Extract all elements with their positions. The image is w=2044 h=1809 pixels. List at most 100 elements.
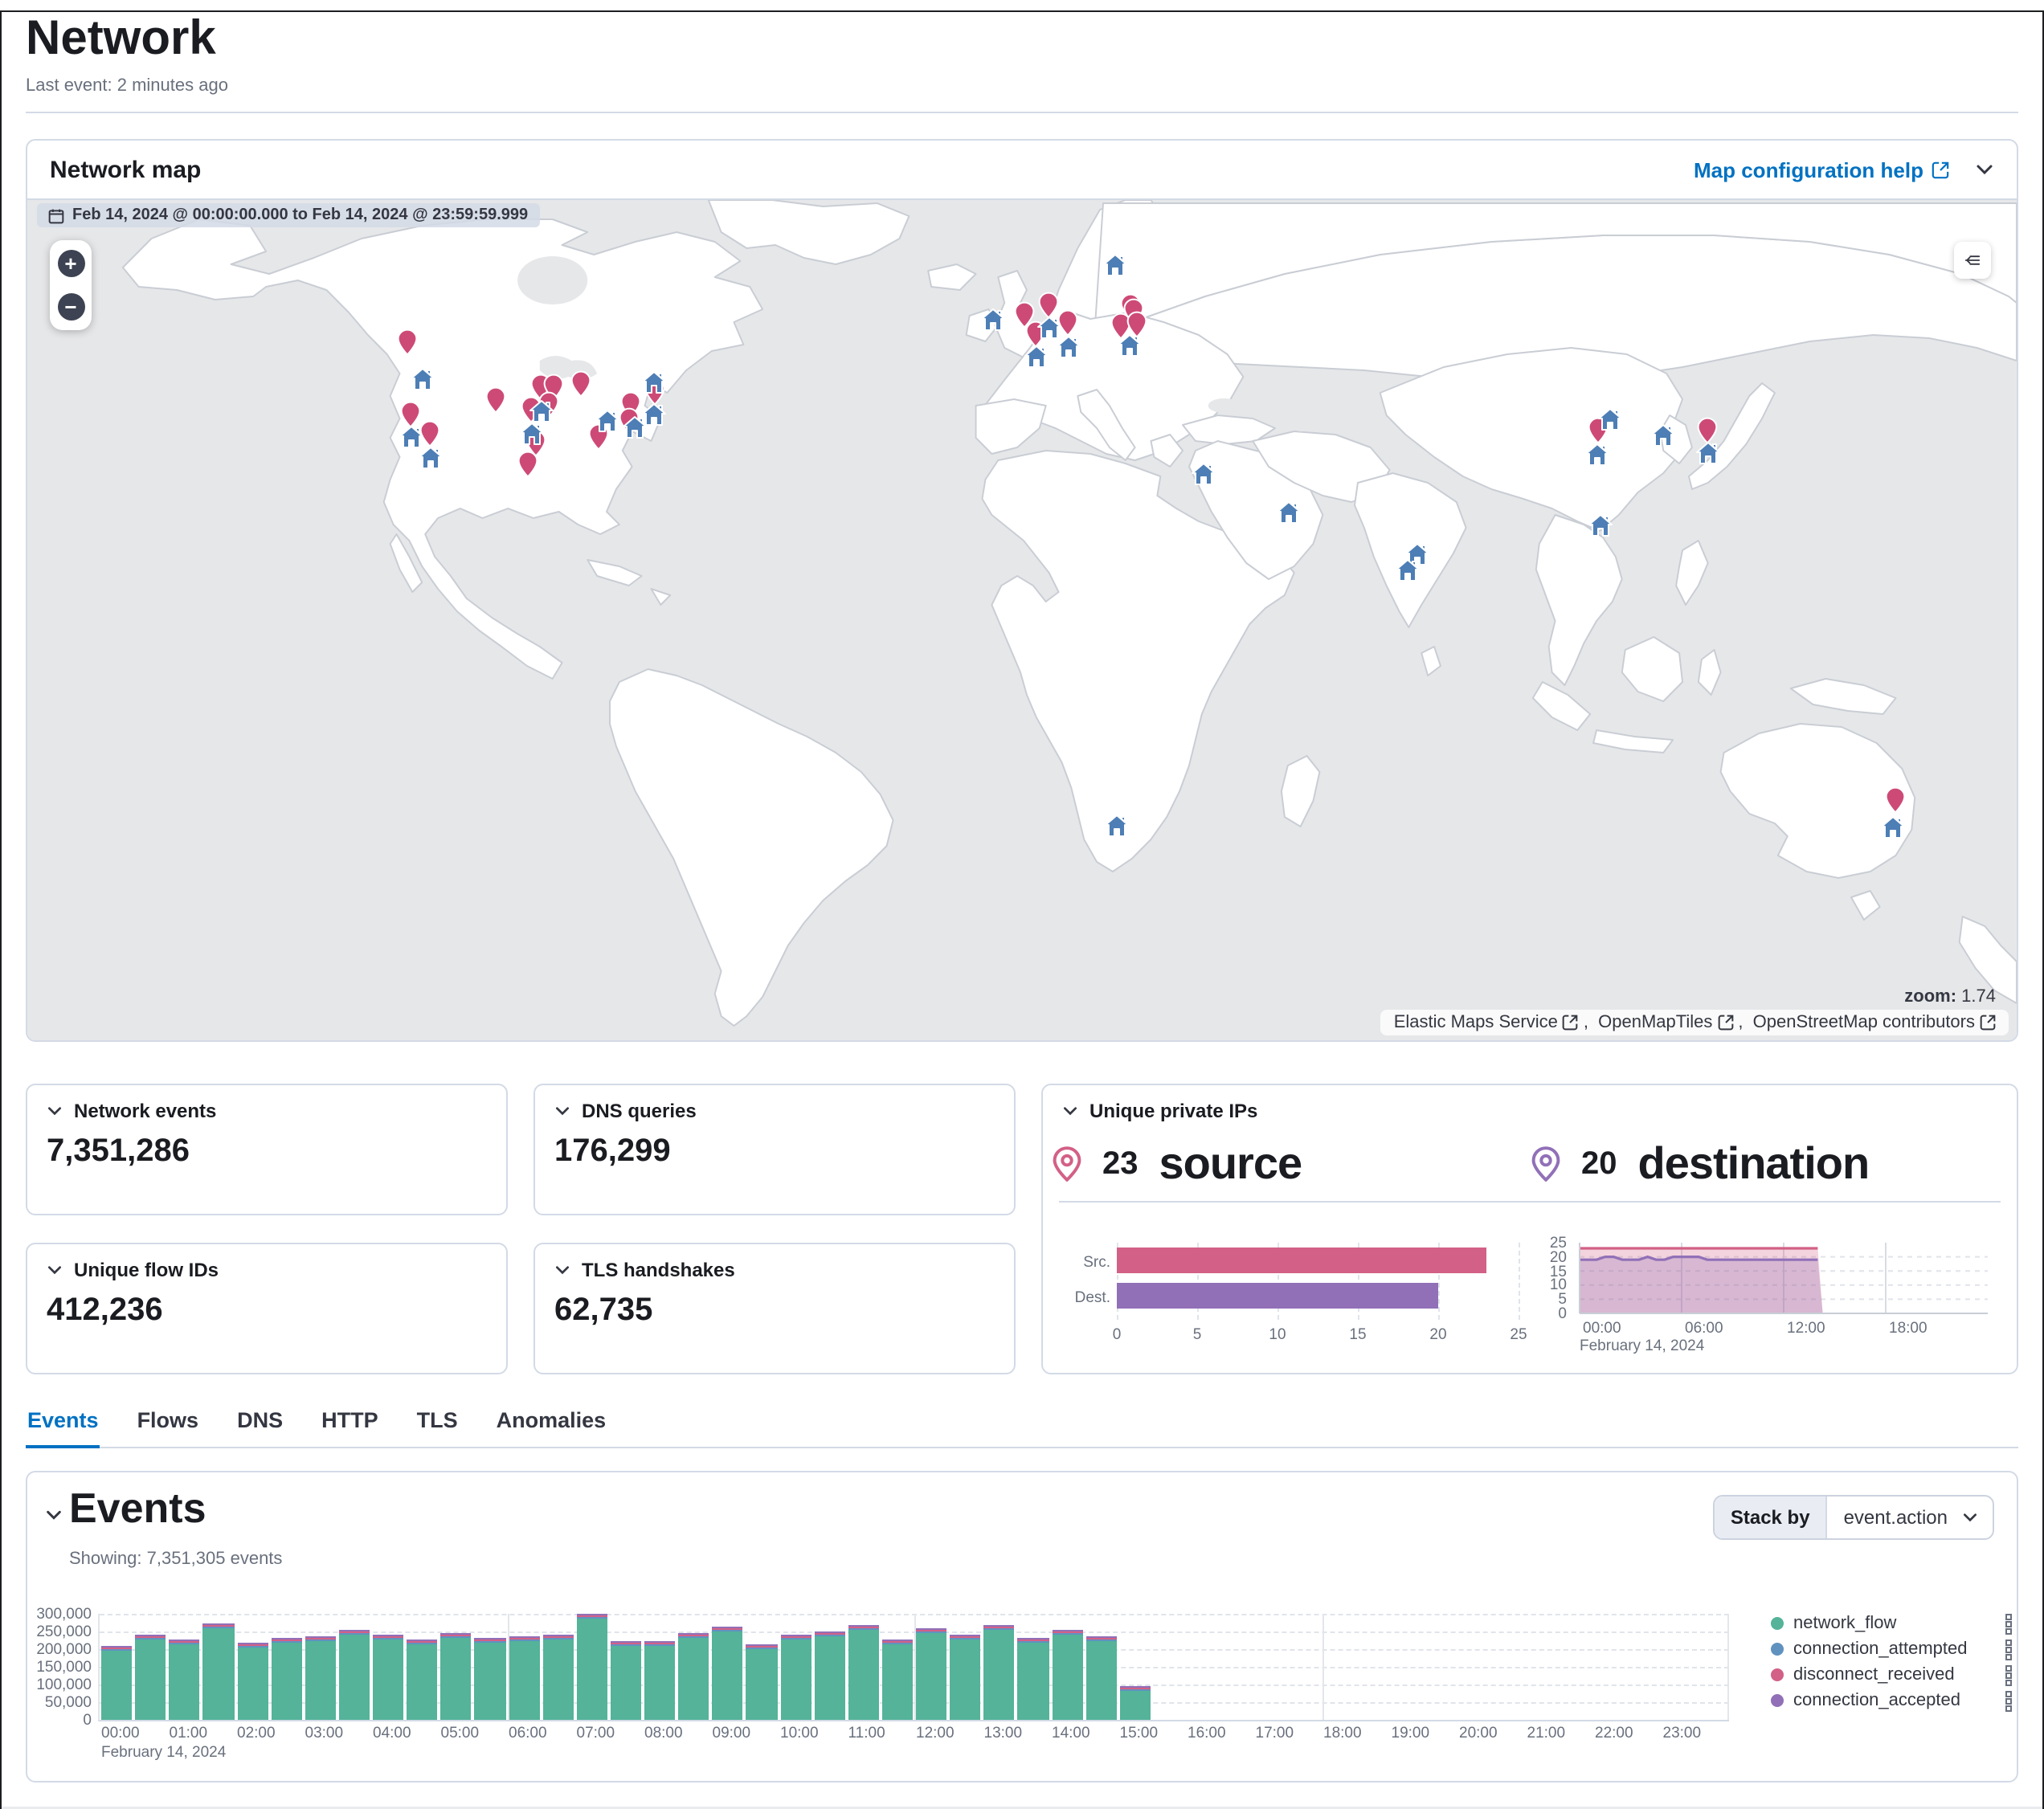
bar-segment-connection_attempted <box>135 1637 166 1640</box>
bar-segment-connection_accepted <box>373 1635 404 1637</box>
collapse-dns-queries-icon[interactable] <box>554 1103 570 1119</box>
histogram-bar[interactable] <box>202 1623 234 1720</box>
y-axis-label: 0 <box>1558 1305 1567 1323</box>
histogram-bar[interactable] <box>950 1635 981 1720</box>
collapse-tls-handshakes-icon[interactable] <box>554 1262 570 1278</box>
histogram-bar[interactable] <box>271 1638 302 1720</box>
bar-segment-connection_attempted <box>983 1627 1015 1630</box>
legend-item[interactable]: connection_accepted <box>1771 1688 2015 1713</box>
histogram-bar[interactable] <box>1119 1685 1151 1720</box>
pin-icon <box>570 370 591 398</box>
bar-segment-connection_attempted <box>407 1642 438 1644</box>
histogram-bar[interactable] <box>678 1632 709 1720</box>
unique-ips-divider <box>1059 1201 2001 1203</box>
histogram-bar[interactable] <box>474 1637 505 1720</box>
collapse-unique-flow-icon[interactable] <box>47 1262 63 1278</box>
legend-item[interactable]: disconnect_received <box>1771 1662 2015 1688</box>
histogram-bar[interactable] <box>509 1635 540 1720</box>
histogram-bar[interactable] <box>101 1645 133 1720</box>
histogram-bar[interactable] <box>712 1627 743 1720</box>
y-axis-label: 250,000 <box>36 1623 92 1641</box>
bar-segment-connection_accepted <box>814 1631 845 1633</box>
collapse-map-panel-icon[interactable] <box>1975 160 1994 179</box>
x-gridline <box>914 1614 916 1720</box>
histogram-bar[interactable] <box>407 1639 438 1720</box>
map-attribution-link[interactable]: OpenStreetMap contributors <box>1753 1013 1996 1032</box>
bar-segment-network_flow <box>1119 1690 1151 1720</box>
map-attribution-text: Elastic Maps Service <box>1393 1013 1558 1032</box>
bar-segment-connection_attempted <box>814 1635 845 1637</box>
tab-dns[interactable]: DNS <box>237 1408 284 1432</box>
map-attribution-link[interactable]: OpenMapTiles <box>1598 1013 1733 1032</box>
bar-segment-connection_attempted <box>169 1643 200 1645</box>
histogram-bar[interactable] <box>135 1634 166 1720</box>
histogram-bar[interactable] <box>440 1632 472 1720</box>
tab-flows[interactable]: Flows <box>137 1408 199 1432</box>
histogram-bar[interactable] <box>983 1624 1015 1720</box>
external-link-icon <box>1563 1015 1579 1031</box>
calendar-icon <box>48 208 64 223</box>
collapse-unique-ips-icon[interactable] <box>1062 1103 1078 1119</box>
stack-by-control: Stack by event.action <box>1712 1495 1994 1540</box>
histogram-bar[interactable] <box>1052 1629 1083 1720</box>
stat-label: TLS handshakes <box>582 1259 735 1281</box>
home-icon <box>1118 334 1143 357</box>
collapse-network-events-icon[interactable] <box>47 1103 63 1119</box>
map-configuration-help-link[interactable]: Map configuration help <box>1694 157 1949 182</box>
bar-segment-connection_attempted <box>305 1640 336 1642</box>
x-axis-label: 00:00 <box>101 1725 140 1742</box>
bar-category-label: Dest. <box>1074 1289 1110 1307</box>
ip-bar-dest[interactable] <box>1117 1283 1438 1309</box>
map-attribution-link[interactable]: Elastic Maps Service <box>1394 1013 1579 1032</box>
y-axis-label: 200,000 <box>36 1641 92 1659</box>
map-zoom-value: 1.74 <box>1961 987 1996 1007</box>
tab-anomalies[interactable]: Anomalies <box>496 1408 607 1432</box>
legend-options-icon[interactable] <box>2002 1664 2015 1685</box>
legend-item[interactable]: connection_attempted <box>1771 1636 2015 1662</box>
zoom-in-button[interactable]: + <box>57 250 84 277</box>
histogram-bar[interactable] <box>542 1635 574 1720</box>
tab-http[interactable]: HTTP <box>321 1408 378 1432</box>
legend-label: network_flow <box>1793 1614 1897 1633</box>
histogram-bar[interactable] <box>780 1634 811 1720</box>
histogram-bar[interactable] <box>237 1642 268 1720</box>
tab-tls[interactable]: TLS <box>416 1408 458 1432</box>
ip-bar-src[interactable] <box>1117 1248 1486 1273</box>
legend-options-icon[interactable] <box>2002 1613 2015 1634</box>
home-icon <box>1395 559 1420 582</box>
map-date-range-badge: Feb 14, 2024 @ 00:00:00.000 to Feb 14, 2… <box>37 203 540 227</box>
histogram-bar[interactable] <box>373 1635 404 1720</box>
page-bottom-scrollbar[interactable] <box>2 1807 2042 1809</box>
histogram-bar[interactable] <box>338 1630 370 1720</box>
map-layers-button[interactable] <box>1954 242 1991 279</box>
legend-options-icon[interactable] <box>2002 1639 2015 1660</box>
histogram-bar[interactable] <box>746 1644 777 1720</box>
world-map[interactable]: Feb 14, 2024 @ 00:00:00.000 to Feb 14, 2… <box>27 200 2017 1040</box>
histogram-bar[interactable] <box>1085 1635 1117 1720</box>
bar-segment-network_flow <box>983 1629 1015 1720</box>
stack-by-select[interactable]: event.action <box>1828 1497 1993 1538</box>
bar-segment-disconnect_received <box>881 1641 913 1644</box>
histogram-bar[interactable] <box>916 1627 947 1720</box>
collapse-events-icon[interactable] <box>45 1506 63 1524</box>
x-axis-label: 23:00 <box>1662 1725 1702 1742</box>
zoom-out-button[interactable]: − <box>57 293 84 321</box>
y-axis-label: 5 <box>1558 1291 1567 1309</box>
x-axis-label: 15:00 <box>1119 1725 1159 1742</box>
histogram-bar[interactable] <box>848 1625 879 1720</box>
legend-item[interactable]: network_flow <box>1771 1611 2015 1636</box>
bar-segment-connection_accepted <box>678 1632 709 1635</box>
histogram-bar[interactable] <box>1017 1637 1049 1720</box>
histogram-bar[interactable] <box>305 1636 336 1720</box>
bar-segment-connection_accepted <box>407 1639 438 1641</box>
bar-segment-connection_accepted <box>576 1614 607 1615</box>
destination-pin-icon <box>1531 1146 1560 1182</box>
legend-options-icon[interactable] <box>2002 1690 2015 1711</box>
tab-events[interactable]: Events <box>26 1405 100 1448</box>
histogram-bar[interactable] <box>644 1640 676 1720</box>
histogram-bar[interactable] <box>881 1640 913 1720</box>
histogram-bar[interactable] <box>169 1640 200 1720</box>
histogram-bar[interactable] <box>576 1614 607 1720</box>
histogram-bar[interactable] <box>814 1631 845 1720</box>
histogram-bar[interactable] <box>610 1640 641 1720</box>
